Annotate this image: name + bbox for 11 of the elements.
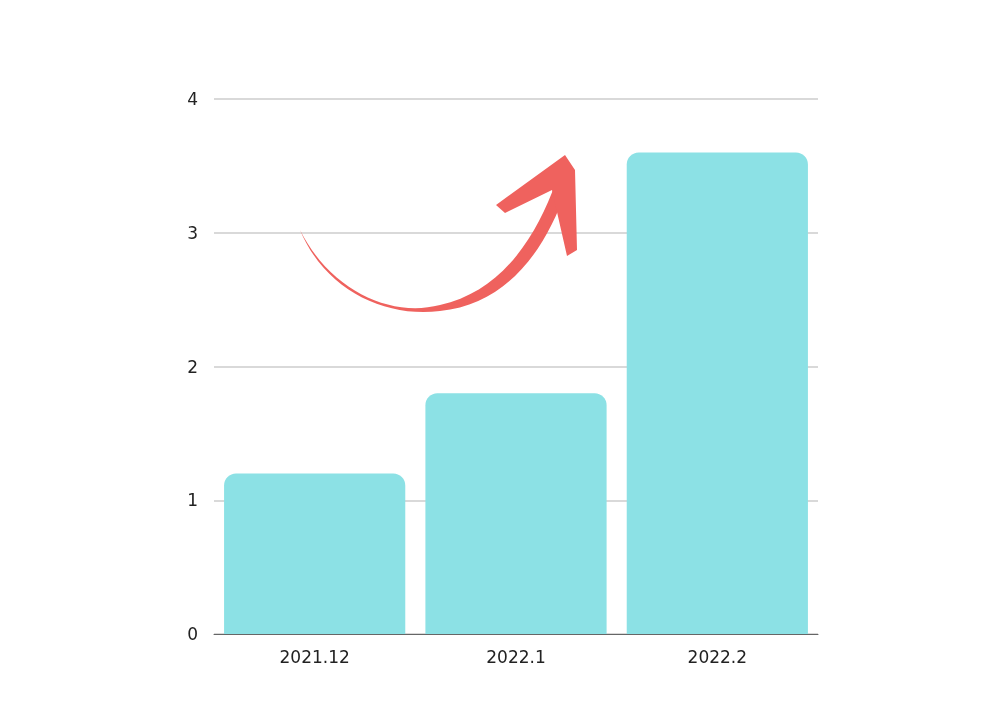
bar	[425, 393, 607, 634]
x-tick-label: 2022.1	[486, 646, 546, 667]
bar	[224, 473, 406, 634]
y-tick-label: 4	[187, 89, 198, 109]
y-tick-label: 3	[187, 222, 198, 243]
y-tick-label: 0	[187, 624, 198, 644]
y-tick-label: 1	[187, 490, 198, 511]
x-tick-label: 2022.2	[687, 646, 748, 667]
bar	[626, 152, 808, 634]
x-tick-label: 2021.12	[279, 646, 350, 667]
y-tick-label: 2	[187, 356, 198, 377]
